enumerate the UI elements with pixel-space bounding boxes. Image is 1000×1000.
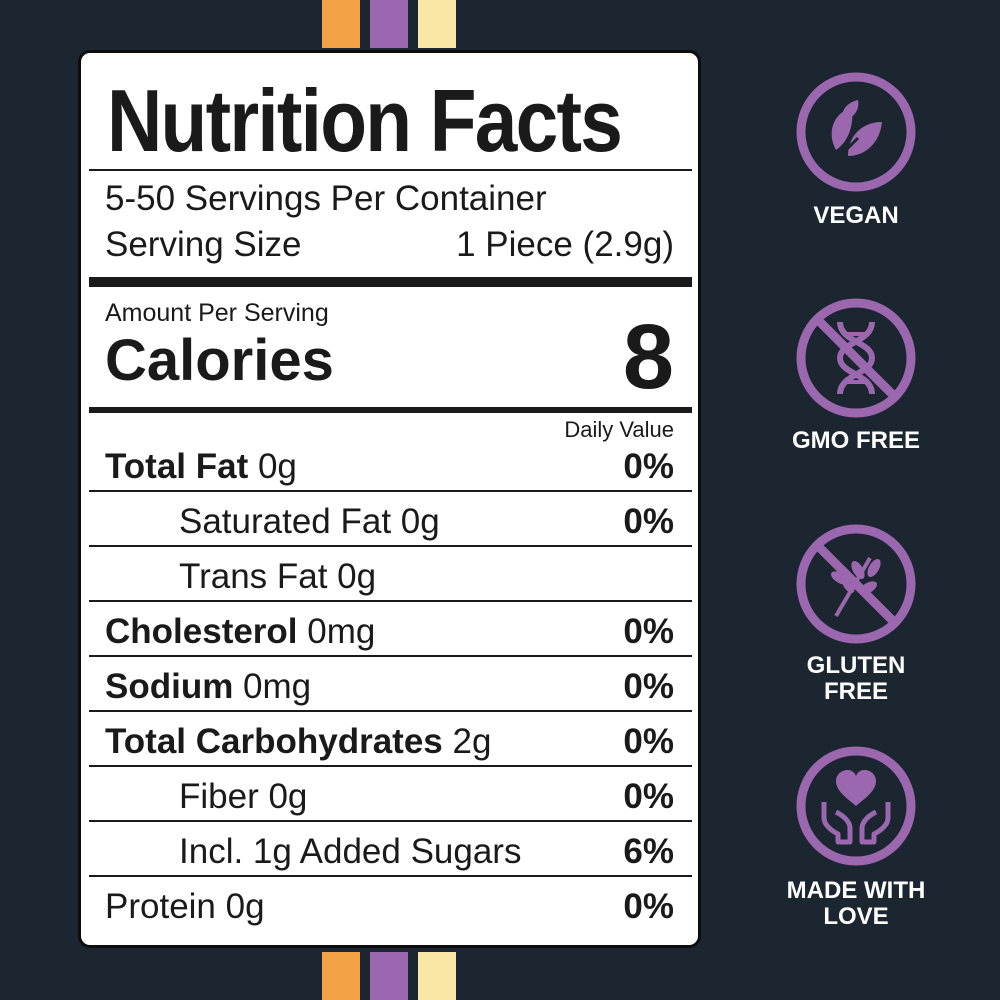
divider	[89, 765, 692, 767]
divider	[89, 545, 692, 547]
stripe-purple-bottom	[370, 952, 408, 1000]
nutrient-name: Saturated Fat 0g	[179, 502, 440, 541]
nutrient-row-saturated-fat: Saturated Fat 0g 0%	[179, 502, 674, 542]
amount-per-serving-text: Amount Per Serving	[105, 299, 329, 327]
nutrient-percent: 0%	[623, 667, 674, 706]
nutrient-name: Fiber 0g	[179, 777, 308, 816]
nutrient-row-cholesterol: Cholesterol 0mg 0%	[105, 612, 674, 652]
badge-label-gmo-free: GMO FREE	[791, 427, 920, 454]
serving-size-row: Serving Size 1 Piece (2.9g)	[105, 225, 674, 265]
nutrient-name: Incl. 1g Added Sugars	[179, 832, 522, 871]
nutrient-row-protein: Protein 0g 0%	[105, 887, 674, 927]
nutrient-name: Trans Fat 0g	[179, 557, 377, 596]
nutrient-name: Total Fat 0g	[105, 447, 297, 486]
nutrient-percent: 0%	[623, 777, 674, 816]
divider	[89, 655, 692, 657]
calories-label: Calories	[105, 328, 334, 393]
leaves-icon	[796, 72, 916, 192]
no-wheat-icon	[796, 524, 916, 644]
amount-per-serving: Amount Per Serving	[105, 299, 674, 328]
divider	[89, 490, 692, 492]
divider	[89, 820, 692, 822]
heart-hands-icon	[796, 746, 916, 866]
nutrition-facts-title: Nutrition Facts	[107, 71, 623, 170]
serving-size-value: 1 Piece (2.9g)	[456, 225, 674, 264]
nutrient-percent: 0%	[623, 502, 674, 541]
nutrient-name: Protein 0g	[105, 887, 265, 926]
nutrient-percent: 0%	[623, 887, 674, 926]
nutrient-percent: 0%	[623, 722, 674, 761]
divider	[89, 169, 692, 171]
nutrient-row-added-sugars: Incl. 1g Added Sugars 6%	[179, 832, 674, 872]
servings-text: 5-50 Servings Per Container	[105, 179, 547, 218]
nutrient-row-total-fat: Total Fat 0g 0%	[105, 447, 674, 487]
stripe-orange-bottom	[322, 952, 360, 1000]
badge-label-gluten-free: GLUTEN FREE	[806, 652, 906, 705]
no-dna-icon	[796, 298, 916, 418]
nutrient-percent: 6%	[623, 832, 674, 871]
stripe-orange-top	[322, 0, 360, 48]
servings-per-container: 5-50 Servings Per Container	[105, 179, 674, 219]
divider	[89, 710, 692, 712]
calories-value: 8	[622, 306, 674, 408]
nutrient-name: Total Carbohydrates 2g	[105, 722, 492, 761]
divider	[89, 600, 692, 602]
nutrition-facts-label: Nutrition Facts 5-50 Servings Per Contai…	[78, 50, 701, 948]
daily-value-header: Daily Value	[564, 417, 674, 442]
divider	[89, 875, 692, 877]
nutrient-percent: 0%	[623, 447, 674, 486]
nutrient-row-sodium: Sodium 0mg 0%	[105, 667, 674, 707]
stripe-purple-top	[370, 0, 408, 48]
nutrient-row-total-carbohydrates: Total Carbohydrates 2g 0%	[105, 722, 674, 762]
nutrient-name: Sodium 0mg	[105, 667, 312, 706]
nutrient-name: Cholesterol 0mg	[105, 612, 376, 651]
nutrient-percent: 0%	[623, 612, 674, 651]
stripe-cream-top	[418, 0, 456, 48]
serving-size-label: Serving Size	[105, 225, 302, 264]
nutrient-row-fiber: Fiber 0g 0%	[179, 777, 674, 817]
nutrient-row-trans-fat: Trans Fat 0g	[179, 557, 674, 597]
stripe-cream-bottom	[418, 952, 456, 1000]
divider-medium	[89, 407, 692, 413]
badge-label-vegan: VEGAN	[813, 202, 899, 229]
divider-thick	[89, 277, 692, 287]
badge-label-made-with-love: MADE WITH LOVE	[786, 877, 926, 930]
